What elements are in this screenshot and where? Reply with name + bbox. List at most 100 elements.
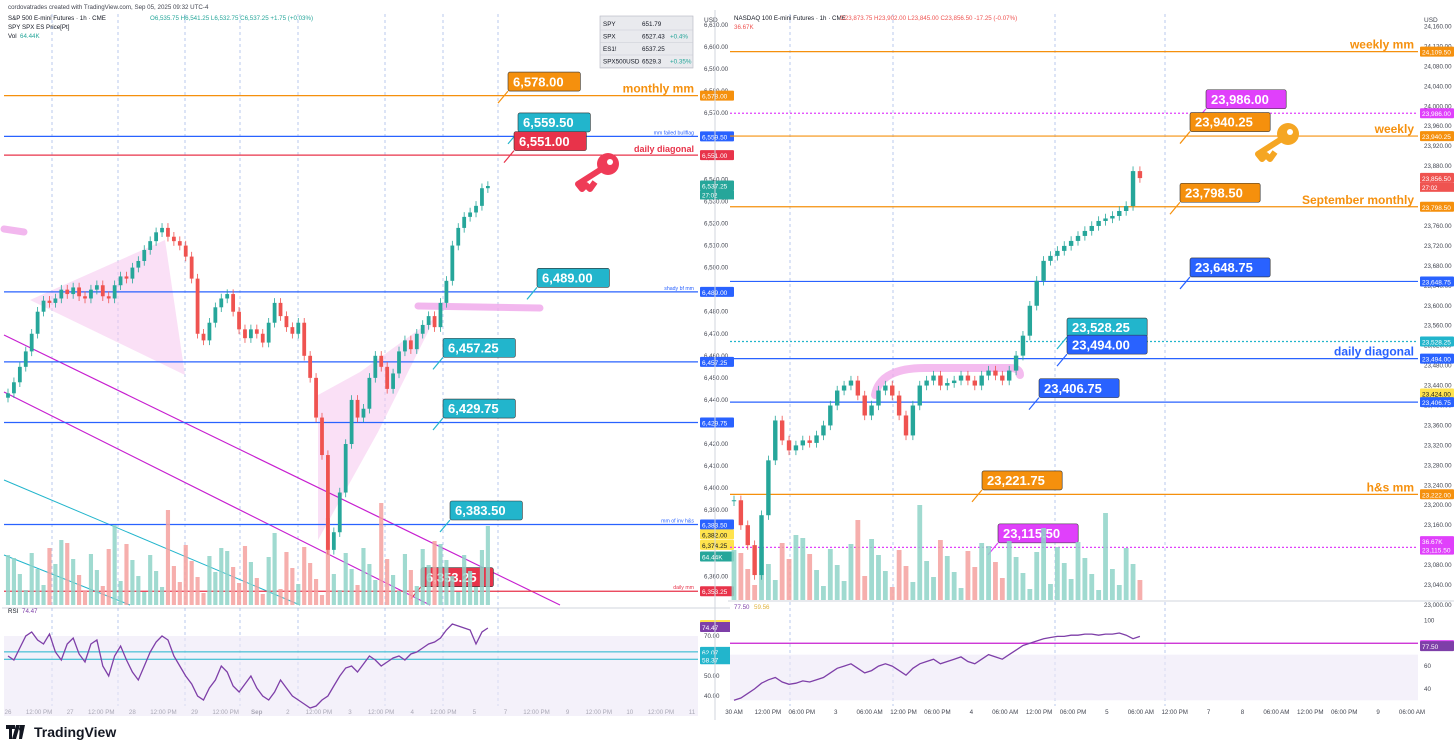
level-callout-bg bbox=[1179, 182, 1261, 203]
key-icon bbox=[575, 153, 619, 192]
volume-bar bbox=[752, 585, 758, 600]
candle-body bbox=[71, 287, 76, 295]
highlight-stroke bbox=[414, 302, 544, 312]
candle-body bbox=[766, 460, 771, 516]
rsi-line bbox=[733, 632, 1141, 701]
axis-price-tag: 36.67K bbox=[1422, 539, 1443, 546]
axis-price-tag-sub: 27:02 bbox=[702, 192, 718, 199]
volume-bar bbox=[100, 586, 105, 605]
candle-body bbox=[373, 355, 378, 378]
watchlist-change: +0.4% bbox=[670, 34, 688, 41]
volume-bar bbox=[450, 576, 455, 605]
level-callout: 23,940.25 bbox=[1179, 112, 1271, 144]
level-callout-text: 23,221.75 bbox=[987, 473, 1045, 488]
level-callout: 6,578.00 bbox=[497, 71, 581, 104]
axis-price-tag: 23,986.00 bbox=[1422, 111, 1451, 118]
volume-bar bbox=[142, 592, 147, 605]
volume-bar bbox=[296, 584, 301, 605]
level-callout-pointer bbox=[1028, 397, 1040, 411]
axis-price-tag-bg bbox=[700, 180, 734, 191]
level-callout-bg bbox=[1038, 378, 1120, 398]
candle-body bbox=[731, 500, 737, 502]
candle-body bbox=[779, 420, 785, 441]
y-tick-label: 23,080.00 bbox=[1424, 562, 1452, 569]
level-callout-bg bbox=[449, 500, 523, 521]
axis-price-tag-bg bbox=[700, 539, 734, 550]
axis-price-tag-bg bbox=[1420, 131, 1454, 142]
candle-body bbox=[1062, 245, 1067, 251]
volume-bar bbox=[260, 594, 265, 605]
candle-body bbox=[1130, 171, 1136, 207]
level-callout-pointer bbox=[497, 90, 509, 104]
level-callout: 23,115.50 bbox=[987, 523, 1079, 556]
volume-bar bbox=[65, 543, 70, 605]
candle-body bbox=[890, 385, 895, 396]
candle-body bbox=[100, 285, 105, 297]
watchlist-symbol: SPX bbox=[603, 34, 616, 41]
volume-bar bbox=[71, 559, 76, 605]
axis-price-tag: 23,406.75 bbox=[1422, 400, 1451, 407]
candle-body bbox=[917, 385, 922, 406]
volume-bar bbox=[379, 503, 384, 605]
volume-value: 64.44K bbox=[20, 33, 40, 40]
y-tick-label: 23,600.00 bbox=[1424, 303, 1452, 310]
volume-bar bbox=[349, 569, 354, 605]
level-callout-text: 6,551.00 bbox=[519, 134, 570, 149]
y-tick-label: 6,510.00 bbox=[704, 243, 729, 250]
y-tick-label: 23,480.00 bbox=[1424, 363, 1452, 370]
y-tick-label: 6,500.00 bbox=[704, 265, 729, 272]
volume-bar bbox=[972, 567, 978, 600]
y-tick-label: 24,040.00 bbox=[1424, 83, 1452, 90]
candle-body bbox=[828, 405, 833, 426]
rsi-tick-label: 60 bbox=[1424, 663, 1431, 670]
volume-bar bbox=[738, 553, 744, 600]
y-tick-label: 24,160.00 bbox=[1424, 23, 1452, 30]
volume-bar bbox=[136, 576, 141, 605]
candle-body bbox=[183, 245, 188, 257]
volume-bar bbox=[124, 544, 129, 605]
level-note: September monthly bbox=[1302, 193, 1414, 207]
candle-body bbox=[308, 355, 313, 378]
candle-body bbox=[951, 380, 957, 384]
candle-body bbox=[249, 329, 253, 339]
x-tick-label: 5 bbox=[1105, 709, 1109, 716]
candle-body bbox=[171, 236, 176, 242]
instrument-title: NASDAQ 100 E-mini Futures · 1h · CME bbox=[734, 15, 846, 22]
candle-body bbox=[326, 455, 330, 550]
volume-bar bbox=[745, 569, 751, 600]
volume-bar bbox=[231, 567, 236, 605]
axis-price-tag-bg bbox=[700, 551, 734, 562]
watchlist-bg bbox=[599, 15, 694, 69]
axis-price-tag-bg bbox=[1420, 201, 1454, 212]
axis-price-tag-bg bbox=[700, 356, 734, 367]
volume-value: 36.67K bbox=[734, 24, 754, 31]
candle-body bbox=[945, 383, 950, 386]
volume-bar bbox=[786, 559, 792, 600]
candle-body bbox=[474, 205, 478, 213]
y-tick-label: 6,520.00 bbox=[704, 220, 729, 227]
candle-body bbox=[355, 399, 360, 418]
y-tick-label: 6,530.00 bbox=[704, 198, 729, 205]
candle-body bbox=[1048, 255, 1053, 261]
level-callout: 6,383.50 bbox=[439, 500, 523, 533]
volume-bar bbox=[1137, 580, 1143, 600]
candle-body bbox=[1041, 260, 1046, 281]
candle-body bbox=[83, 296, 87, 299]
volume-bar bbox=[106, 549, 111, 605]
candle-body bbox=[420, 324, 425, 334]
x-tick-label: 06:00 PM bbox=[924, 709, 950, 716]
volume-bar bbox=[236, 583, 242, 605]
axis-price-tag: 23,528.25 bbox=[1422, 340, 1451, 347]
level-callout-pointer bbox=[503, 150, 515, 164]
candle-body bbox=[53, 298, 58, 303]
level-note: monthly mm bbox=[623, 82, 694, 96]
volume-bar bbox=[319, 595, 325, 605]
volume-bar bbox=[154, 571, 159, 605]
candle-body bbox=[1020, 335, 1026, 356]
candle-body bbox=[480, 188, 484, 206]
axis-price-tag-bg bbox=[1420, 536, 1454, 547]
volume-bar bbox=[290, 568, 295, 605]
watchlist-price: 651.79 bbox=[642, 21, 662, 28]
candle-body bbox=[148, 241, 153, 250]
chart-panel-2: 24,160.0024,120.0024,080.0024,040.0024,0… bbox=[725, 14, 1454, 716]
